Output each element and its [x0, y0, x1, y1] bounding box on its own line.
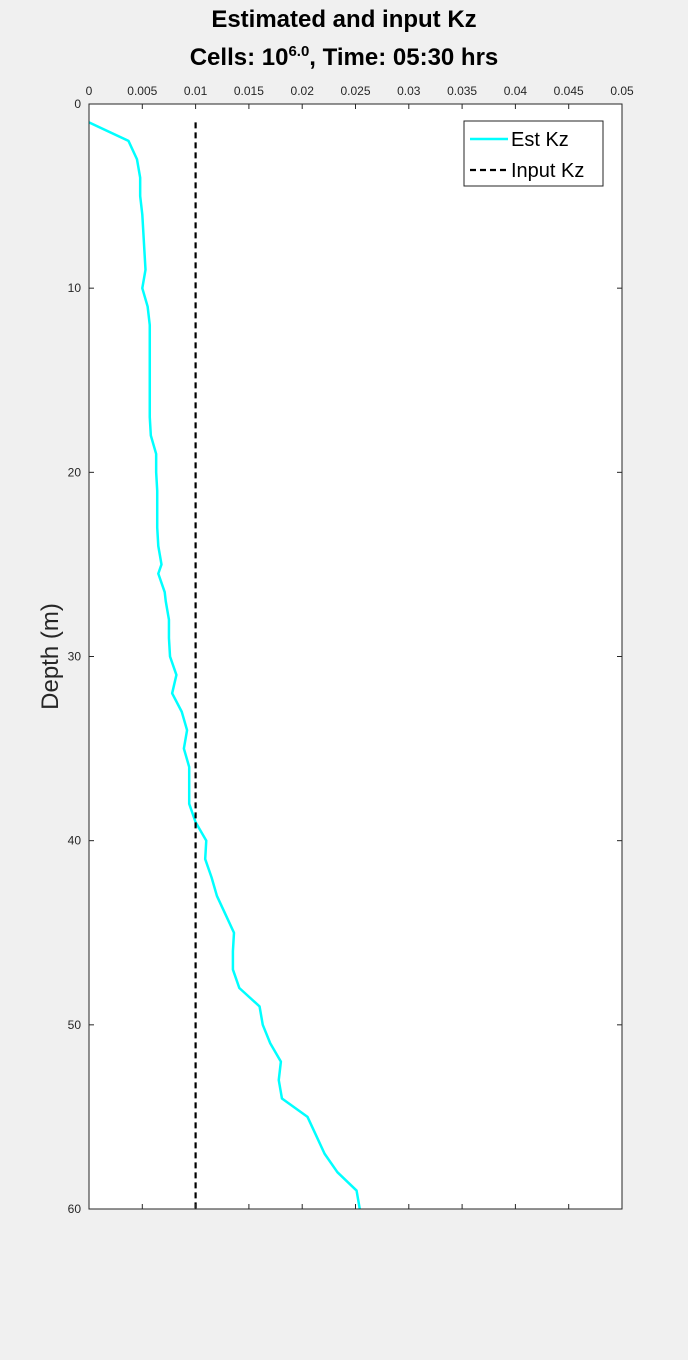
- y-tick-label: 10: [68, 281, 82, 295]
- legend-entry: Est Kz: [511, 129, 569, 151]
- x-tick-label: 0.035: [447, 84, 477, 98]
- x-tick-label: 0.04: [504, 84, 528, 98]
- x-tick-label: 0.02: [291, 84, 315, 98]
- chart-title-line2: Cells: 106.0, Time: 05:30 hrs: [0, 36, 688, 74]
- y-tick-label: 40: [68, 834, 82, 848]
- x-tick-label: 0.025: [340, 84, 370, 98]
- y-axis-label: Depth (m): [37, 603, 64, 710]
- ticks-layer: 0 0.005 0.01 0.015 0.02 0.025 0.03 0.035 0.04 0.0…: [68, 84, 634, 1216]
- plot-frame: [88, 103, 623, 1210]
- y-tick-label: 0: [74, 97, 81, 111]
- title-cells-prefix: Cells: 10: [189, 44, 289, 71]
- x-tick-label: 0.045: [554, 84, 584, 98]
- x-tick-label: 0.01: [184, 84, 208, 98]
- y-tick-label: 50: [68, 1018, 82, 1032]
- chart-title-line1: Estimated and input Kz: [211, 6, 477, 33]
- legend-entry: Input Kz: [511, 160, 584, 182]
- title-time-suffix: , Time: 05:30 hrs: [309, 44, 499, 71]
- title-cells-exponent: 6.0: [288, 43, 310, 60]
- series-line-est-kz: [88, 121, 361, 1210]
- y-tick-label: 60: [68, 1202, 82, 1216]
- x-tick-label: 0.05: [610, 84, 634, 98]
- series-layer: [88, 121, 361, 1210]
- legend: Est Kz Input Kz: [463, 120, 604, 187]
- chart-title: Estimated and input Kz Cells: 106.0, Tim…: [0, 4, 688, 74]
- legend-box: [463, 120, 604, 187]
- x-tick-label: 0.015: [234, 84, 264, 98]
- y-tick-label: 20: [68, 465, 82, 479]
- y-tick-label: 30: [68, 650, 82, 664]
- plot-area: [89, 104, 622, 1209]
- x-tick-label: 0.005: [127, 84, 157, 98]
- x-tick-label: 0.03: [397, 84, 421, 98]
- x-tick-label: 0: [86, 84, 93, 98]
